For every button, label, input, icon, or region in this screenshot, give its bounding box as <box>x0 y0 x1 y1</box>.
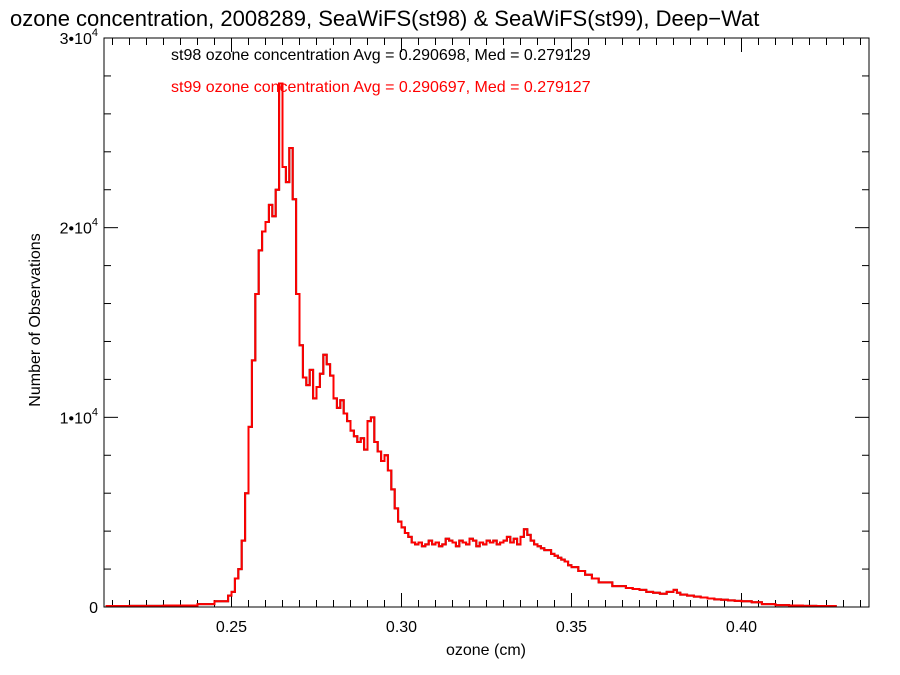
y-tick-exponent: 4 <box>92 406 98 418</box>
x-axis-label: ozone (cm) <box>446 642 526 659</box>
y-tick-label: 3•104 <box>60 27 98 48</box>
y-tick-label: 1•104 <box>60 406 98 427</box>
x-tick-label: 0.30 <box>386 619 417 636</box>
y-axis-ticks: 0 1•104 2•104 3•104 <box>60 27 869 617</box>
y-tick-exponent: 4 <box>92 217 98 229</box>
st98-stats-annotation: st98 ozone concentration Avg = 0.290698,… <box>171 47 591 64</box>
x-axis-ticks: 0.25 0.30 0.35 0.40 <box>112 38 861 636</box>
y-axis-label: Number of Observations <box>27 233 44 406</box>
x-tick-label: 0.25 <box>216 619 247 636</box>
chart-title: ozone concentration, 2008289, SeaWiFS(st… <box>10 6 759 31</box>
x-tick-label: 0.35 <box>556 619 587 636</box>
y-tick-label: 2•104 <box>60 217 98 238</box>
plot-frame <box>103 37 870 608</box>
y-tick-exponent: 4 <box>92 27 98 39</box>
series-line-st98 <box>105 82 837 608</box>
x-tick-label: 0.40 <box>726 619 757 636</box>
series-line-st99 <box>105 82 837 608</box>
st99-stats-annotation: st99 ozone concentration Avg = 0.290697,… <box>171 79 591 96</box>
series-layer <box>105 82 837 608</box>
y-tick-label: 0 <box>89 600 98 617</box>
